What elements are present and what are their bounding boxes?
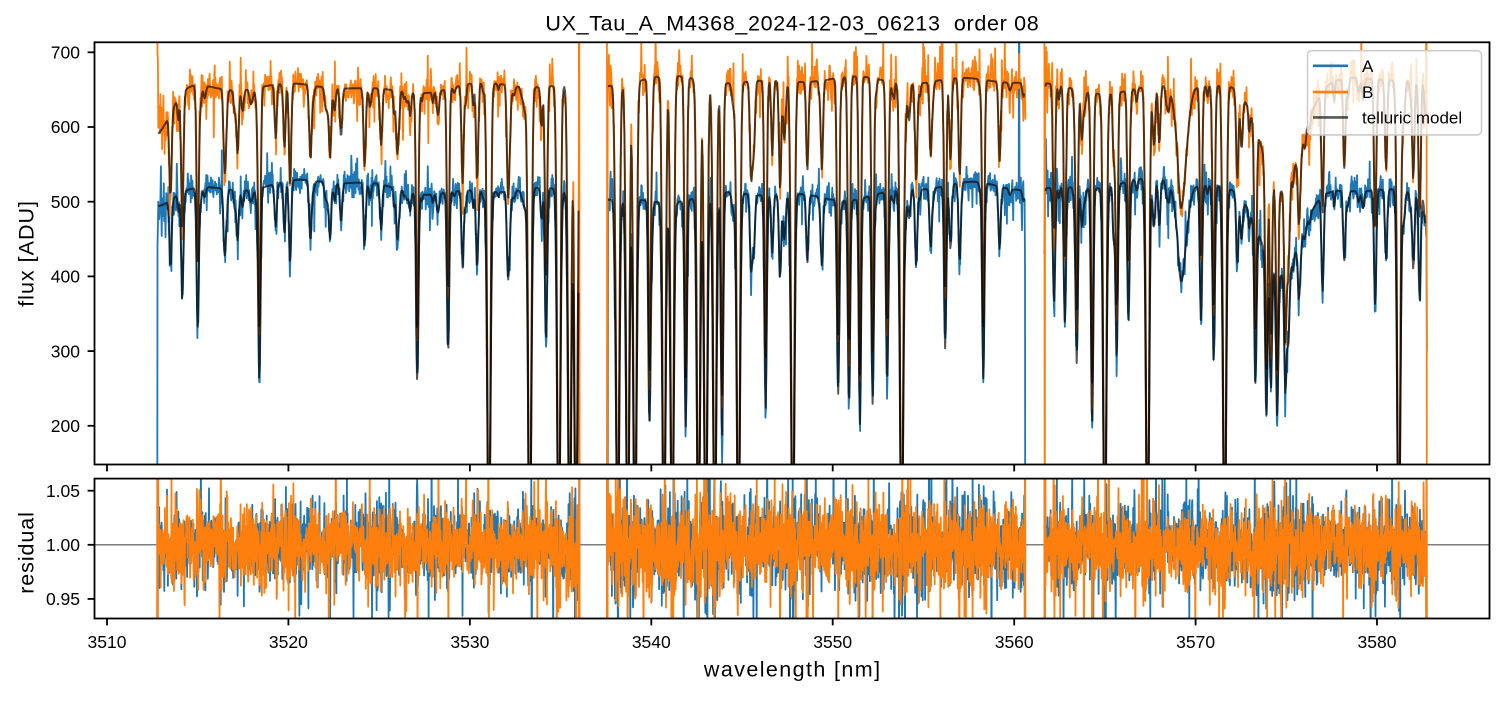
svg-text:1.00: 1.00: [46, 535, 80, 555]
svg-text:600: 600: [51, 117, 80, 137]
svg-text:400: 400: [51, 267, 80, 287]
svg-text:A: A: [1362, 57, 1374, 76]
svg-text:1.05: 1.05: [46, 481, 80, 501]
svg-text:B: B: [1362, 83, 1373, 102]
svg-text:flux [ADU]: flux [ADU]: [15, 200, 39, 307]
svg-text:3560: 3560: [995, 632, 1034, 652]
svg-text:300: 300: [51, 341, 80, 361]
svg-text:telluric model: telluric model: [1362, 109, 1462, 128]
svg-text:3510: 3510: [88, 632, 127, 652]
svg-text:3540: 3540: [632, 632, 671, 652]
svg-text:3580: 3580: [1358, 632, 1397, 652]
svg-text:3530: 3530: [450, 632, 489, 652]
svg-text:200: 200: [51, 416, 80, 436]
svg-text:3520: 3520: [269, 632, 308, 652]
svg-text:0.95: 0.95: [46, 589, 80, 609]
svg-text:residual: residual: [15, 511, 39, 594]
svg-text:wavelength [nm]: wavelength [nm]: [703, 658, 882, 682]
svg-text:500: 500: [51, 192, 80, 212]
svg-text:3550: 3550: [813, 632, 852, 652]
svg-text:700: 700: [51, 43, 80, 63]
svg-text:3570: 3570: [1176, 632, 1215, 652]
svg-text:UX_Tau_A_M4368_2024-12-03_0621: UX_Tau_A_M4368_2024-12-03_06213 order 08: [545, 12, 1039, 36]
